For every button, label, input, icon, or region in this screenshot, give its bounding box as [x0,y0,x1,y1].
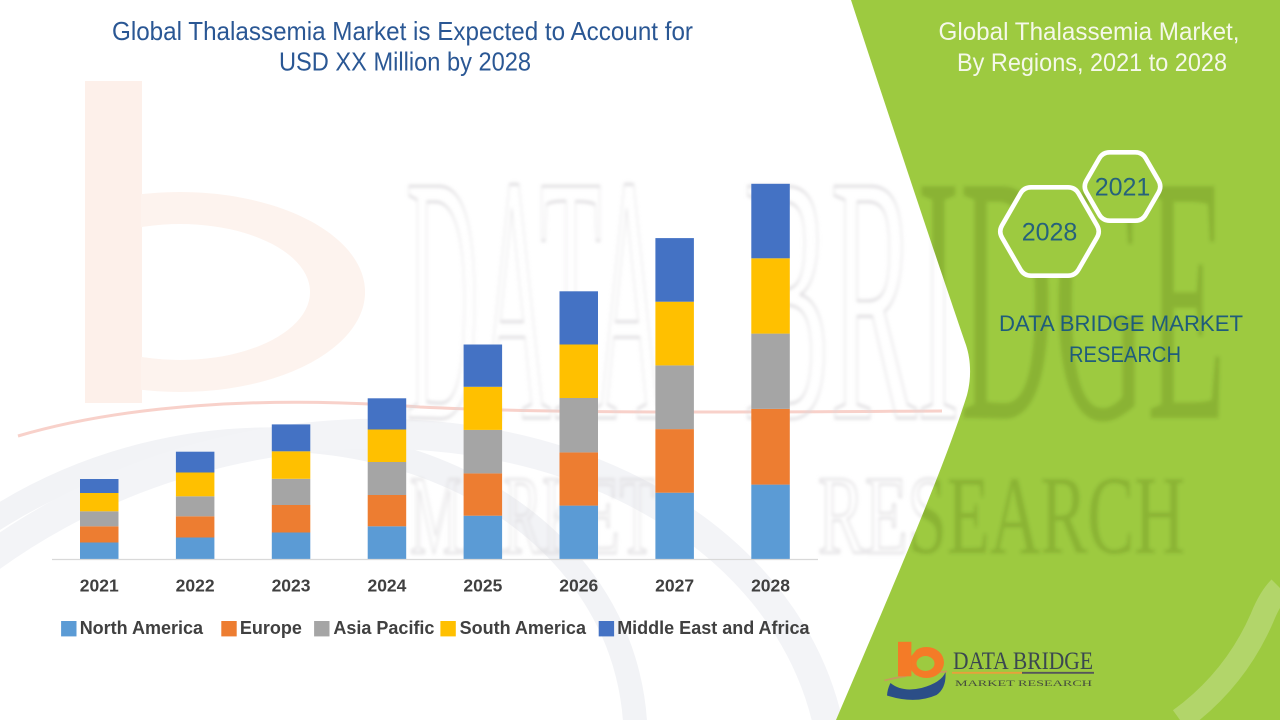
svg-text:Global Thalassemia Market,: Global Thalassemia Market, [939,18,1240,46]
svg-text:South America: South America [460,618,587,638]
svg-text:Europe: Europe [240,618,302,638]
svg-text:MARKET RESEARCH: MARKET RESEARCH [955,678,1092,688]
svg-text:2023: 2023 [272,576,311,596]
svg-text:North America: North America [80,618,204,638]
svg-text:2026: 2026 [559,576,598,596]
svg-text:DATA BRIDGE: DATA BRIDGE [953,646,1093,675]
svg-text:Global Thalassemia Market is E: Global Thalassemia Market is Expected to… [112,16,693,46]
svg-text:Asia Pacific: Asia Pacific [333,618,434,638]
svg-text:Middle East and Africa: Middle East and Africa [617,618,810,638]
svg-text:2028: 2028 [1022,219,1078,247]
svg-text:USD XX Million by 2028: USD XX Million by 2028 [279,47,531,77]
svg-text:2024: 2024 [367,576,406,596]
svg-text:DATA BRIDGE MARKET: DATA BRIDGE MARKET [999,311,1243,336]
svg-text:2027: 2027 [655,576,694,596]
svg-text:RESEARCH: RESEARCH [1069,342,1181,367]
svg-text:2021: 2021 [80,576,119,596]
svg-text:2025: 2025 [463,576,502,596]
svg-text:2022: 2022 [176,576,215,596]
svg-text:2021: 2021 [1095,173,1151,201]
svg-text:DATA: DATA [406,103,666,495]
svg-text:By Regions, 2021 to 2028: By Regions, 2021 to 2028 [957,49,1227,77]
svg-text:MARKET: MARKET [410,454,655,578]
svg-text:2028: 2028 [751,576,790,596]
